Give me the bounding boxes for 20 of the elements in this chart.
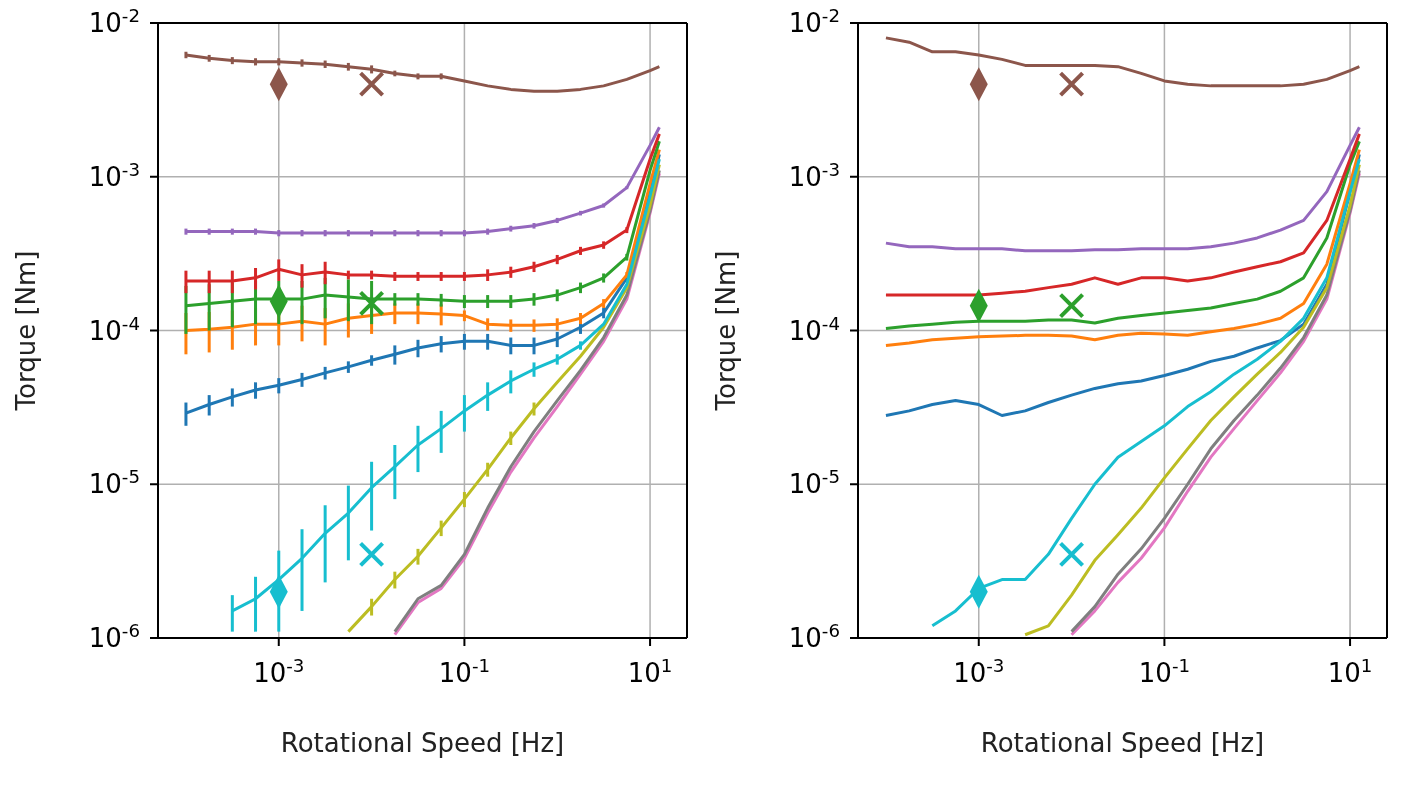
- x-tick-label: 10$^{-1}$: [1138, 654, 1191, 688]
- x-tick-label: 10$^{-3}$: [253, 654, 305, 688]
- x-tick-label: 10$^{1}$: [627, 654, 673, 688]
- x-tick-label: 10$^{-3}$: [953, 654, 1005, 688]
- y-tick-label: 10$^{-5}$: [788, 465, 840, 500]
- x-axis-title: Rotational Speed [Hz]: [280, 728, 565, 758]
- y-tick-label: 10$^{-6}$: [88, 619, 140, 653]
- y-tick-label: 10$^{-5}$: [88, 465, 140, 500]
- y-axis-title: Torque [Nm]: [711, 250, 742, 412]
- y-tick-label: 10$^{-4}$: [788, 312, 840, 346]
- y-tick-label: 10$^{-3}$: [788, 158, 840, 192]
- y-axis-title: Torque [Nm]: [11, 250, 42, 412]
- x-tick-label: 10$^{1}$: [1327, 654, 1373, 688]
- y-tick-label: 10$^{-2}$: [88, 4, 140, 38]
- x-axis-title: Rotational Speed [Hz]: [980, 728, 1265, 758]
- y-tick-label: 10$^{-6}$: [788, 619, 840, 653]
- y-tick-label: 10$^{-3}$: [88, 158, 140, 192]
- y-tick-label: 10$^{-4}$: [88, 312, 140, 346]
- y-tick-label: 10$^{-2}$: [788, 4, 840, 38]
- x-tick-label: 10$^{-1}$: [438, 654, 491, 688]
